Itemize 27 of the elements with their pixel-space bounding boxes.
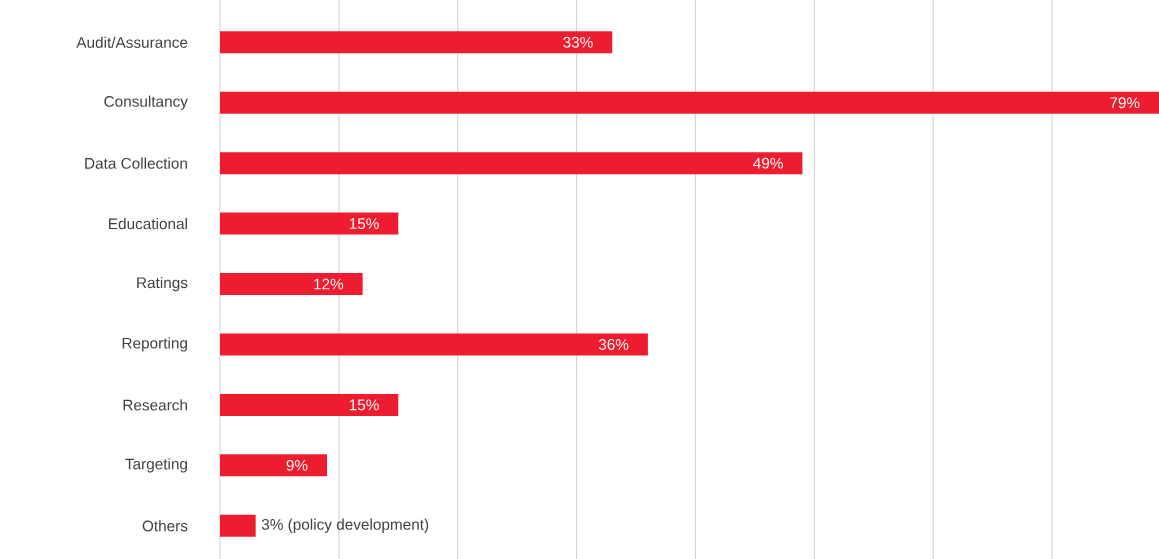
bar (220, 273, 363, 296)
data-label: 49% (753, 157, 783, 169)
bar (220, 31, 613, 54)
data-label: 9% (286, 459, 308, 471)
y-tick-label: Targeting (125, 458, 187, 473)
y-tick-label: Educational (109, 217, 187, 230)
data-label: 12% (314, 278, 344, 290)
y-tick-label: Data Collection (85, 157, 187, 169)
data-label: 3% (policy development) (261, 518, 429, 533)
data-label: 15% (349, 399, 379, 411)
bar (220, 333, 648, 356)
bar (220, 152, 803, 175)
data-label: 36% (598, 339, 629, 350)
y-tick-label: Others (142, 520, 188, 532)
y-tick-label: Research (123, 399, 187, 411)
data-label: 79% (1110, 97, 1140, 109)
y-tick-label: Consultancy (104, 95, 188, 110)
y-tick-label: Audit/Assurance (76, 36, 188, 48)
bar (220, 514, 256, 537)
y-tick-label: Ratings (137, 276, 188, 292)
bar (220, 393, 399, 416)
data-label: 15% (349, 218, 379, 229)
bar (220, 454, 327, 477)
bar (220, 91, 1159, 114)
bar (220, 212, 399, 235)
y-tick-label: Reporting (122, 337, 187, 352)
data-label: 33% (563, 36, 593, 48)
